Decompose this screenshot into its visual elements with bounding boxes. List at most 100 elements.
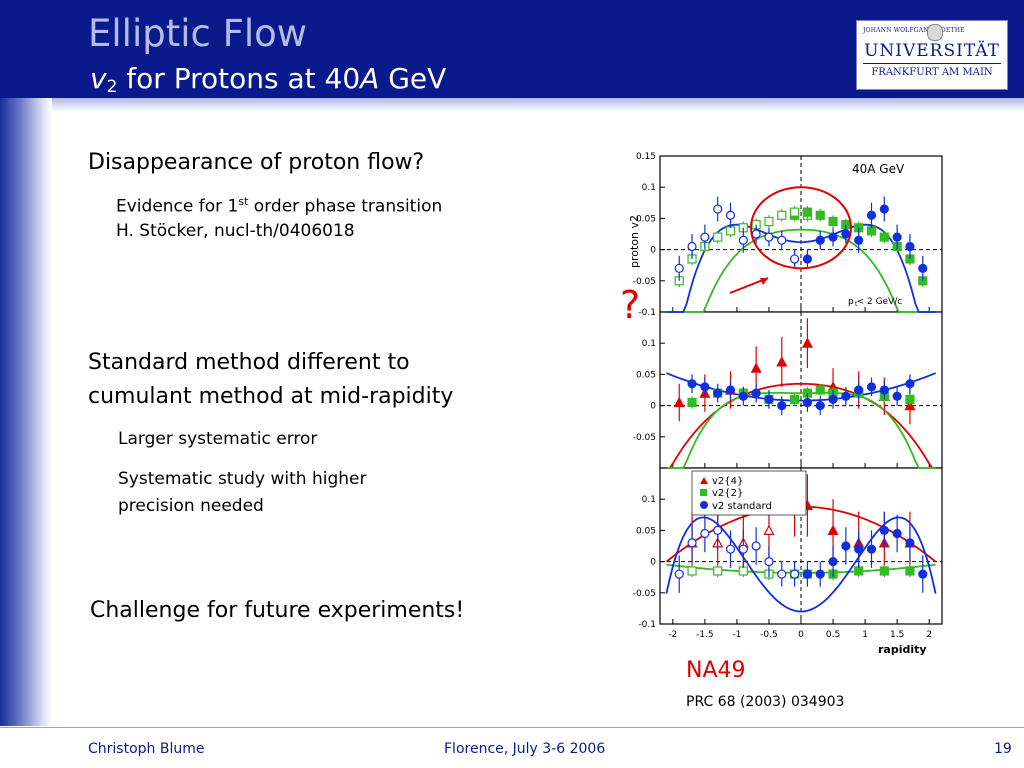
panel-3-ytick-label-4: -0.1 <box>638 620 656 630</box>
bullet-2-sub-1: Larger systematic error <box>118 429 318 449</box>
panel-3-v2_standard-point-6 <box>841 541 851 551</box>
panel-1-ytick-label-1: 0.1 <box>642 183 656 193</box>
panel-1-v2_standard-point-6 <box>841 229 851 239</box>
panel-2-v2_standard-point-13 <box>866 382 877 392</box>
panel-3-v2_standard-point-19 <box>674 569 684 579</box>
subtitle-sub: 2 <box>106 77 118 97</box>
panel-1-ytick-label-4: -0.05 <box>633 277 656 287</box>
panel-1-v2_standard-point-7 <box>751 229 761 239</box>
sidebar-gradient <box>0 98 52 726</box>
panel-3-v2_standard-point-0 <box>802 569 813 579</box>
panel-1-v2_standard-point-3 <box>777 235 787 245</box>
panel-2-v2_2-point-6 <box>815 385 825 395</box>
panel-1-v2_2-point-4 <box>815 210 825 220</box>
panel-2-v2_2-point-0 <box>687 397 697 408</box>
legend-entry-v2-2: v2{2} <box>712 488 743 499</box>
panel-1-ytick-label-0: 0.15 <box>636 152 656 162</box>
x-axis-label: rapidity <box>878 643 927 656</box>
panel-3-v2_standard-point-5 <box>764 557 774 567</box>
xtick-label-4: 0 <box>798 630 804 640</box>
panel-2-v2_standard-point-2 <box>713 388 723 398</box>
panel-3-v2_standard-point-18 <box>918 569 928 579</box>
panel-1-fit-v2_2 <box>666 228 936 313</box>
panel-3-v2_2-point-4 <box>854 566 864 576</box>
panel-2-ytick-label-0: 0.1 <box>642 339 656 349</box>
panel-1-v2_standard-point-8 <box>854 235 864 245</box>
xtick-label-1: -1.5 <box>696 630 714 640</box>
bullet-3: Challenge for future experiments! <box>90 598 465 623</box>
panel-1-v2_standard-point-9 <box>738 235 748 245</box>
panel-3-v2_standard-point-7 <box>751 541 761 551</box>
subtitle-end: GeV <box>379 62 447 95</box>
panel-3-v2_2-point-8 <box>905 566 915 576</box>
panel-1-v2_2-point-6 <box>828 216 838 227</box>
legend-marker-v2-standard <box>700 501 708 509</box>
xtick-label-6: 1 <box>862 630 868 640</box>
panel-2-v2_standard-point-7 <box>777 401 787 411</box>
panel-3-ytick-label-1: 0.05 <box>636 526 656 536</box>
panel-label: 40A GeV <box>852 162 905 176</box>
panel-3-v2_2-point-6 <box>879 566 889 576</box>
panel-3-v2_standard-point-4 <box>828 557 838 567</box>
panel-1-v2_standard-point-12 <box>879 204 889 214</box>
footer-author: Christoph Blume <box>88 741 205 757</box>
panel-3-v2_4-point-3 <box>763 524 775 535</box>
panel-1-highlight-circle <box>750 186 852 270</box>
panel-3-v2_standard-point-8 <box>854 544 864 554</box>
xtick-label-8: 2 <box>926 630 932 640</box>
panel-1-v2_2-point-14 <box>879 232 889 242</box>
bullet-1-sub-1-post: order phase transition <box>248 196 443 217</box>
panel-1-v2_standard-point-11 <box>725 210 736 220</box>
panel-1-v2_standard-point-14 <box>892 232 902 242</box>
annotation-arrow-head <box>760 278 768 285</box>
legend-marker-v2-4 <box>700 477 708 484</box>
bullet-1-sub-1: Evidence for 1st order phase transition <box>116 195 442 217</box>
panel-1-v2_standard-point-13 <box>713 204 723 214</box>
panel-1-v2_standard-point-18 <box>918 263 928 273</box>
xtick-label-7: 1.5 <box>890 630 904 640</box>
subtitle-v: v <box>90 62 107 95</box>
bullet-2-sub-2-line-2: precision needed <box>118 496 264 516</box>
panel-1-ytick-label-5: -0.1 <box>638 308 656 318</box>
panel-2-v2_standard-point-6 <box>764 394 774 404</box>
panel-3-v2_standard-point-14 <box>892 528 902 539</box>
panel-2-v2_standard-point-15 <box>892 391 902 401</box>
panel-3-ytick-label-3: -0.05 <box>633 589 656 599</box>
header-bar: Elliptic Flow v2 for Protons at 40A GeV … <box>0 0 1024 98</box>
v2-rapidity-chart: 0.15 0.1 0.05 0 -0.05 -0.1 0.1 0.05 0 -0.05 0.1 0.0… <box>630 152 943 656</box>
panel-3-v2_standard-point-16 <box>905 538 915 548</box>
panel-3-v2_2-point-7 <box>713 566 723 576</box>
xtick-label-0: -2 <box>668 630 677 640</box>
panel-1-v2_standard-point-16 <box>905 241 915 252</box>
chart-legend: v2{4} v2{2} v2 standard <box>691 470 807 516</box>
panel-2-v2_4-point-0 <box>673 396 685 408</box>
panel-1-ytick-label-3: 0 <box>650 246 656 256</box>
panel-1-v2_standard-point-2 <box>815 235 825 245</box>
panel-1-v2_standard-point-19 <box>674 263 684 273</box>
panel-3-v2_standard-point-10 <box>866 544 877 554</box>
panel-2-v2_2-point-4 <box>789 394 800 404</box>
panel-2-fit-v2_standard <box>666 372 936 402</box>
panel-1-v2_2-point-2 <box>802 207 813 217</box>
panel-2-v2_standard-point-0 <box>687 379 697 389</box>
subtitle-mid: for Protons at 40 <box>117 62 361 95</box>
panel-2-ytick-label-1: 0.05 <box>636 370 656 380</box>
logo-line3: FRANKFURT AM MAIN <box>871 67 993 78</box>
panel-2-v2_standard-point-12 <box>854 385 864 395</box>
panel-1-v2_standard-point-15 <box>700 232 710 242</box>
bullet-1-sub-1-pre: Evidence for 1 <box>116 196 239 217</box>
panel-2-v2_4-point-4 <box>776 356 788 367</box>
panel-1-v2_2-point-5 <box>777 210 787 220</box>
panel-2-v2_4-point-5 <box>801 337 813 348</box>
bullet-1-sub-1-sup: st <box>238 195 249 208</box>
panel-2-v2_2-point-10 <box>905 394 915 404</box>
panel-3-v2_standard-point-12 <box>879 525 889 535</box>
panel-2-v2_standard-point-9 <box>815 401 825 411</box>
legend-marker-v2-2 <box>700 489 707 496</box>
panel-1-v2_2-point-7 <box>764 216 774 227</box>
panel-1-fit-v2_standard <box>666 223 936 313</box>
cut-label: p < 2 GeV/c <box>848 297 902 307</box>
footer-page-number: 19 <box>994 741 1012 757</box>
panel-1-v2_2-point-3 <box>789 207 800 217</box>
panel-3-v2_standard-point-9 <box>738 544 748 554</box>
